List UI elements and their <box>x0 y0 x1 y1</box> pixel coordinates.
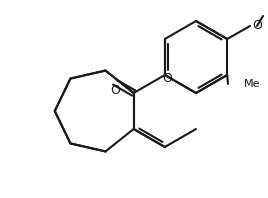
Text: Me: Me <box>244 79 260 89</box>
Text: O: O <box>162 71 172 85</box>
Text: O: O <box>252 18 262 31</box>
Text: O: O <box>111 84 121 96</box>
